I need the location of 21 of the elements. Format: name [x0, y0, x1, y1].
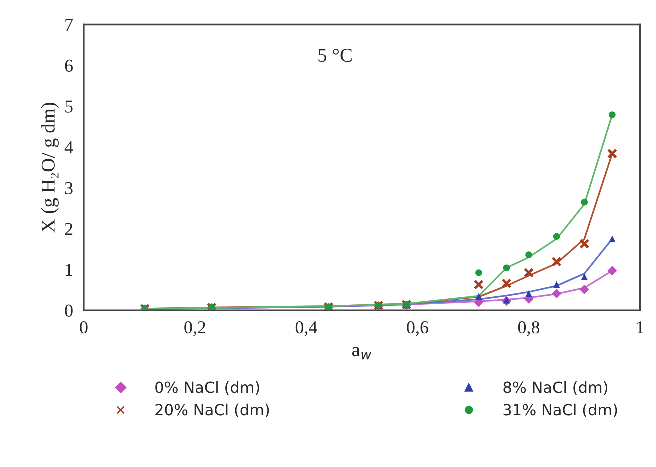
y-tick-label: 2: [65, 223, 73, 236]
x-tick-label: 0,2: [184, 321, 206, 336]
y-tick-label: 1: [66, 264, 72, 276]
y-tick-label: 4: [64, 142, 74, 154]
y-tick-label: 0: [65, 304, 73, 317]
legend-label: 31% NaCl (dm): [504, 404, 618, 418]
y-tick-label: 6: [65, 60, 74, 72]
y-tick-label: 7: [66, 19, 74, 32]
x-tick-label: 0,6: [407, 321, 428, 336]
y-tick-label: 5: [66, 100, 73, 113]
annotation: 5 °C: [318, 48, 352, 62]
legend-label: 20% NaCl (dm): [156, 404, 270, 418]
legend-label: 0% NaCl (dm): [156, 381, 260, 396]
x-tick-label: 0,8: [518, 321, 540, 336]
y-tick-label: 3: [65, 182, 73, 195]
legend-label: 8% NaCl (dm): [504, 381, 608, 396]
x-axis-title: a$_{w}$: [352, 347, 372, 360]
x-tick-label: 0,4: [296, 321, 318, 336]
x-tick-label: 0: [80, 321, 88, 334]
x-tick-label: 1: [637, 322, 644, 334]
y-axis-title: X (g H₂O/ g dm): [41, 103, 59, 233]
